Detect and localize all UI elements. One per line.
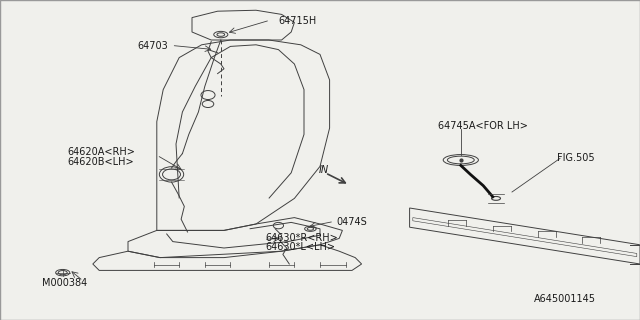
Text: 64630*R<RH>: 64630*R<RH> bbox=[266, 233, 339, 244]
Text: M000384: M000384 bbox=[42, 278, 87, 288]
Text: FIG.505: FIG.505 bbox=[557, 153, 595, 164]
Text: 64745A<FOR LH>: 64745A<FOR LH> bbox=[438, 121, 528, 132]
Text: IN: IN bbox=[319, 165, 329, 175]
Text: 64630*L<LH>: 64630*L<LH> bbox=[266, 242, 335, 252]
Text: 0474S: 0474S bbox=[336, 217, 367, 228]
Text: A645001145: A645001145 bbox=[534, 294, 596, 304]
Text: 64703: 64703 bbox=[138, 41, 168, 52]
Text: 64620B<LH>: 64620B<LH> bbox=[67, 156, 134, 167]
Text: 64620A<RH>: 64620A<RH> bbox=[67, 147, 135, 157]
Text: 64715H: 64715H bbox=[278, 16, 317, 26]
